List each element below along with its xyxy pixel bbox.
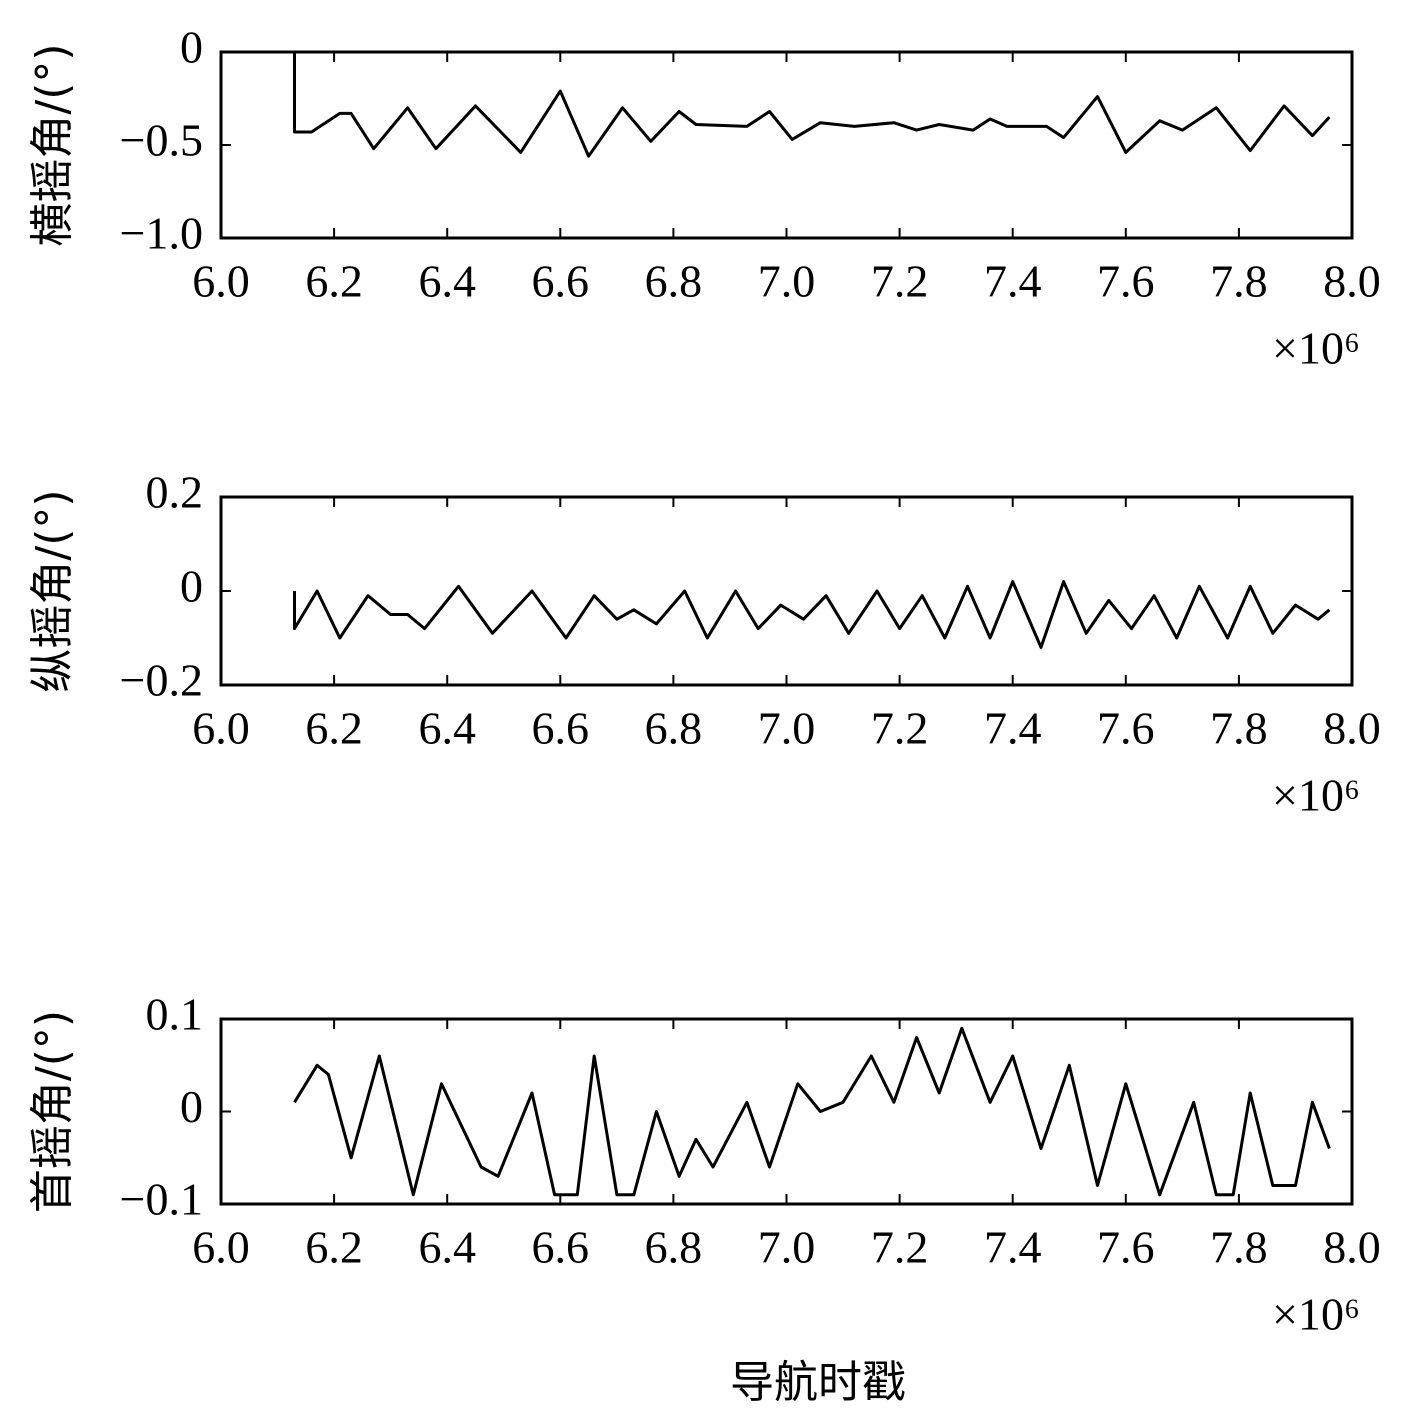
- data-line: [293, 580, 1331, 649]
- x-tick-label: 8.0: [1323, 256, 1381, 307]
- x-tick-label: 6.0: [192, 703, 250, 754]
- y-tick-label: 0: [180, 22, 203, 73]
- x-multiplier: ×10⁶: [1272, 770, 1360, 821]
- x-tick-label: 7.4: [984, 256, 1042, 307]
- x-tick-label: 7.6: [1097, 703, 1155, 754]
- y-tick-label: 0: [180, 1081, 203, 1132]
- x-tick-label: 6.0: [192, 256, 250, 307]
- y-tick-label: 0.2: [146, 467, 204, 518]
- y-tick-label: 0: [180, 561, 203, 612]
- y-axis-label: 横摇角/(°): [27, 43, 78, 246]
- x-tick-label: 7.8: [1210, 256, 1268, 307]
- x-tick-label: 6.4: [418, 1222, 476, 1273]
- x-tick-label: 7.2: [871, 703, 929, 754]
- x-tick-label: 7.4: [984, 1222, 1042, 1273]
- x-tick-label: 6.8: [645, 1222, 703, 1273]
- x-tick-label: 6.2: [305, 256, 363, 307]
- x-tick-label: 7.2: [871, 256, 929, 307]
- y-tick-label: −1.0: [120, 208, 203, 259]
- x-tick-label: 7.8: [1210, 703, 1268, 754]
- x-tick-label: 7.8: [1210, 1222, 1268, 1273]
- x-multiplier: ×10⁶: [1272, 1289, 1360, 1340]
- data-line: [293, 1026, 1331, 1197]
- x-tick-label: 6.2: [305, 1222, 363, 1273]
- x-tick-label: 6.8: [645, 256, 703, 307]
- x-axis-label: 导航时戳: [730, 1357, 906, 1408]
- y-axis-label: 纵摇角/(°): [27, 489, 78, 692]
- x-tick-label: 6.6: [532, 256, 590, 307]
- plot-frame: [219, 1017, 1354, 1206]
- x-tick-label: 7.6: [1097, 1222, 1155, 1273]
- x-tick-label: 8.0: [1323, 703, 1381, 754]
- x-tick-label: 7.4: [984, 703, 1042, 754]
- x-tick-label: 7.0: [758, 1222, 816, 1273]
- y-tick-label: −0.1: [120, 1174, 203, 1225]
- x-tick-label: 8.0: [1323, 1222, 1381, 1273]
- x-tick-label: 6.0: [192, 1222, 250, 1273]
- x-tick-label: 6.2: [305, 703, 363, 754]
- x-tick-label: 7.2: [871, 1222, 929, 1273]
- x-tick-label: 6.6: [532, 703, 590, 754]
- x-tick-label: 6.4: [418, 256, 476, 307]
- y-tick-label: −0.5: [120, 115, 203, 166]
- x-tick-label: 7.0: [758, 256, 816, 307]
- x-tick-label: 6.6: [532, 1222, 590, 1273]
- x-tick-label: 6.4: [418, 703, 476, 754]
- x-tick-label: 7.6: [1097, 256, 1155, 307]
- x-tick-label: 7.0: [758, 703, 816, 754]
- data-line: [293, 52, 1331, 158]
- plot-frame: [219, 50, 1354, 240]
- x-tick-label: 6.8: [645, 703, 703, 754]
- y-tick-label: 0.1: [146, 989, 204, 1040]
- y-axis-label: 首摇角/(°): [27, 1010, 78, 1213]
- x-multiplier: ×10⁶: [1272, 323, 1360, 374]
- y-tick-label: −0.2: [120, 655, 203, 706]
- plot-frame: [219, 495, 1354, 687]
